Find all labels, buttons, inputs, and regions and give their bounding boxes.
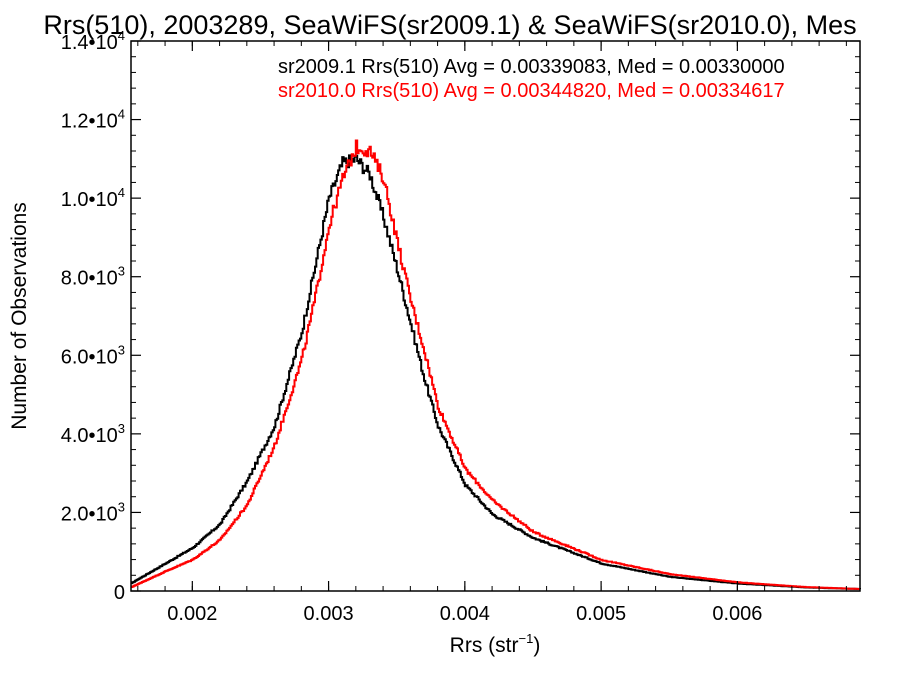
x-tick-label: 0.002: [167, 603, 217, 625]
series-layer: [131, 139, 861, 590]
x-tick-label: 0.005: [576, 603, 626, 625]
chart-title: Rrs(510), 2003289, SeaWiFS(sr2009.1) & S…: [43, 10, 856, 40]
annotation-layer: sr2009.1 Rrs(510) Avg = 0.00339083, Med …: [278, 56, 785, 102]
series-line-0: [131, 154, 861, 590]
y-tick-label: 1.0•104: [61, 185, 125, 211]
plot-frame: [130, 40, 861, 592]
y-tick-label: 6.0•103: [61, 342, 125, 368]
series-line-1: [131, 139, 860, 590]
x-tick-label: 0.004: [440, 603, 490, 625]
x-axis-label: Rrs (str−1): [450, 631, 541, 657]
y-tick-label: 0: [114, 582, 125, 604]
y-tick-label: 2.0•103: [61, 499, 125, 525]
x-axis-label-exponent: −1: [519, 631, 534, 646]
y-axis-label: Number of Observations: [8, 202, 31, 430]
annotation-line-1: sr2010.0 Rrs(510) Avg = 0.00344820, Med …: [278, 80, 785, 102]
y-tick-label: 8.0•103: [61, 264, 125, 290]
annotation-line-0: sr2009.1 Rrs(510) Avg = 0.00339083, Med …: [278, 56, 785, 78]
x-axis-label-base: Rrs (str: [450, 634, 519, 657]
y-tick-label: 4.0•103: [61, 421, 125, 447]
y-tick-label: 1.2•104: [61, 107, 125, 133]
x-tick-label: 0.003: [304, 603, 354, 625]
x-axis-label-close: ): [533, 634, 540, 657]
ticks-layer: 0.002 0.003 0.004 0.005 0.006 0 2.0•103 4.0•103…: [61, 28, 860, 625]
y-tick-label: 1.4•104: [61, 28, 125, 54]
x-tick-label: 0.006: [712, 603, 762, 625]
